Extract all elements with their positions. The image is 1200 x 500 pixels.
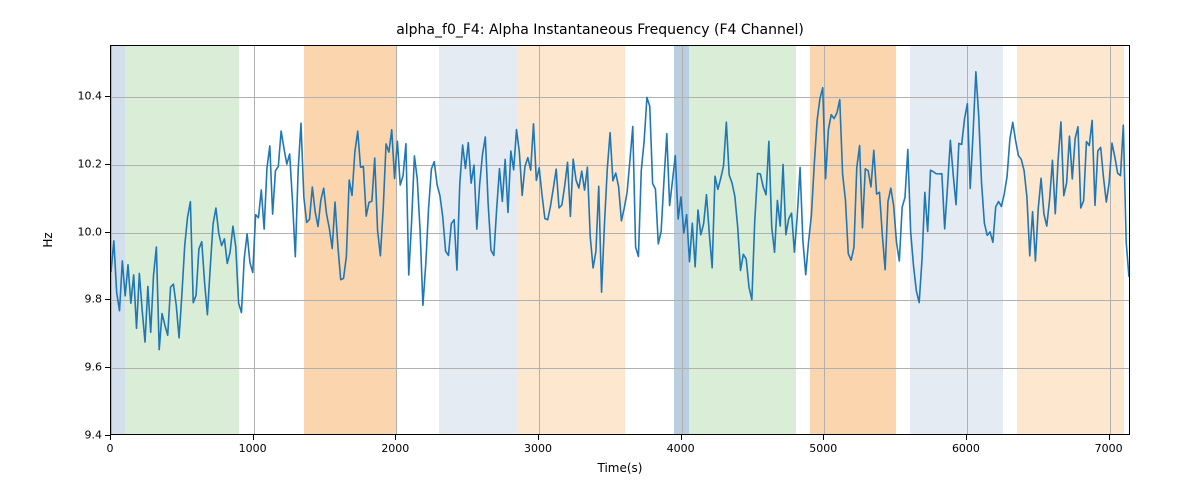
ytick-label: 9.4 xyxy=(70,429,102,442)
series-line xyxy=(111,72,1129,350)
ytick-mark xyxy=(105,96,110,97)
xtick-label: 2000 xyxy=(381,442,409,455)
ytick-mark xyxy=(105,435,110,436)
xtick-mark xyxy=(966,435,967,440)
y-axis-label: Hz xyxy=(41,232,55,247)
xtick-label: 0 xyxy=(107,442,114,455)
xtick-label: 5000 xyxy=(809,442,837,455)
figure: alpha_f0_F4: Alpha Instantaneous Frequen… xyxy=(0,0,1200,500)
xtick-label: 7000 xyxy=(1095,442,1123,455)
plot-area xyxy=(110,45,1130,435)
ytick-label: 10.4 xyxy=(70,89,102,102)
line-series xyxy=(111,46,1129,434)
xtick-label: 4000 xyxy=(667,442,695,455)
chart-title: alpha_f0_F4: Alpha Instantaneous Frequen… xyxy=(0,22,1200,38)
ytick-label: 10.0 xyxy=(70,225,102,238)
xtick-mark xyxy=(1109,435,1110,440)
xtick-mark xyxy=(110,435,111,440)
xtick-label: 3000 xyxy=(524,442,552,455)
ytick-label: 10.2 xyxy=(70,157,102,170)
xtick-mark xyxy=(538,435,539,440)
xtick-mark xyxy=(395,435,396,440)
ytick-label: 9.8 xyxy=(70,293,102,306)
ytick-label: 9.6 xyxy=(70,361,102,374)
xtick-mark xyxy=(253,435,254,440)
ytick-mark xyxy=(105,367,110,368)
xtick-label: 6000 xyxy=(952,442,980,455)
ytick-mark xyxy=(105,232,110,233)
ytick-mark xyxy=(105,164,110,165)
xtick-mark xyxy=(681,435,682,440)
x-axis-label: Time(s) xyxy=(598,461,643,475)
xtick-mark xyxy=(823,435,824,440)
ytick-mark xyxy=(105,299,110,300)
xtick-label: 1000 xyxy=(239,442,267,455)
